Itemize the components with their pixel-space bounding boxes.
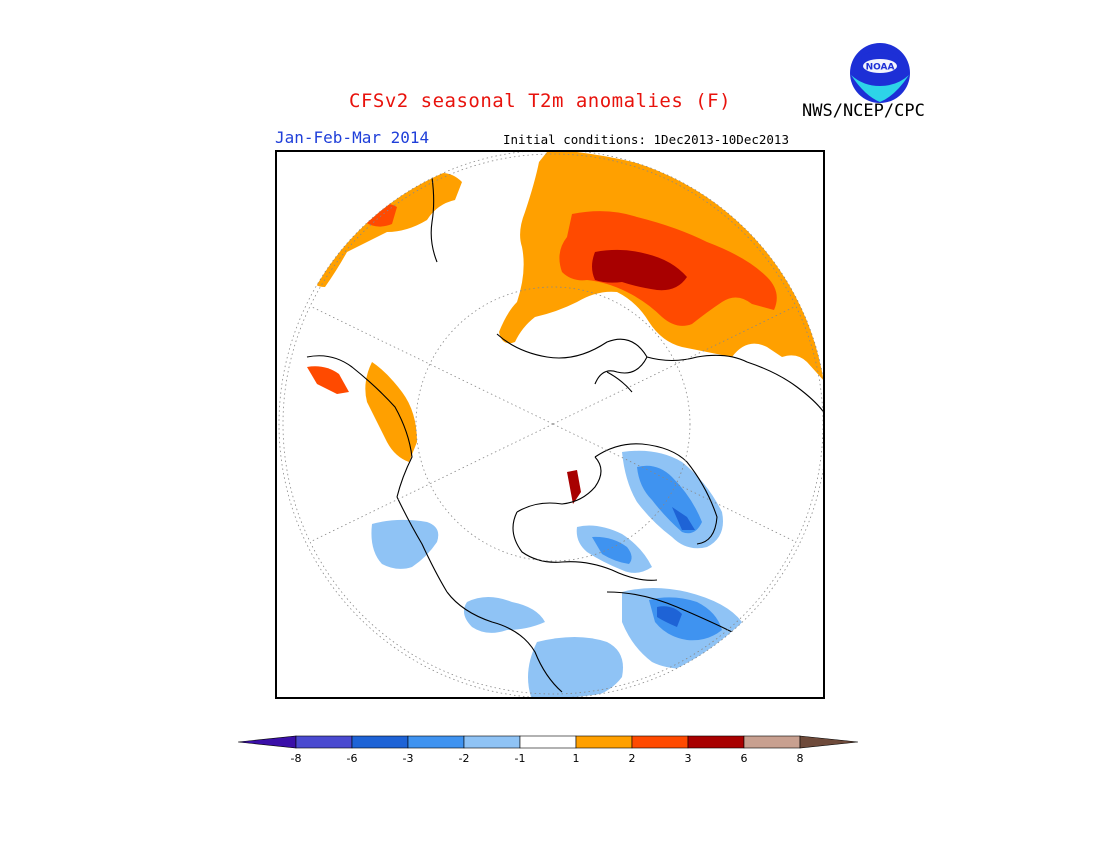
polar-map-panel xyxy=(275,150,825,699)
colorbar-tick-label: 6 xyxy=(740,752,748,765)
agency-label: NWS/NCEP/CPC xyxy=(802,101,925,121)
colorbar-bin-6 xyxy=(575,735,633,749)
colorbar-bin-7 xyxy=(631,735,689,749)
color-scale-bar xyxy=(238,735,859,749)
colorbar-bin-9 xyxy=(743,735,801,749)
svg-text:NOAA: NOAA xyxy=(866,63,895,73)
colorbar-tick-label: -3 xyxy=(402,752,414,765)
colorbar-bin-10 xyxy=(799,735,859,749)
coastlines xyxy=(306,152,823,693)
colorbar-tick-label: 2 xyxy=(628,752,636,765)
map-title: CFSv2 seasonal T2m anomalies (F) xyxy=(349,90,732,112)
colorbar-tick-label: 8 xyxy=(796,752,804,765)
colorbar-bin-8 xyxy=(687,735,745,749)
colorbar-bin-1 xyxy=(295,735,353,749)
noaa-logo-icon: NOAA xyxy=(850,43,910,103)
colorbar-bin-4 xyxy=(463,735,521,749)
anomaly-region-lightblue xyxy=(371,519,439,569)
anomaly-region-orange-3 xyxy=(365,362,417,462)
initial-conditions: Initial conditions: 1Dec2013-10Dec2013 xyxy=(503,132,789,147)
colorbar-tick-label: -8 xyxy=(290,752,302,765)
colorbar-tick-label: -2 xyxy=(458,752,470,765)
colorbar-bin-2 xyxy=(351,735,409,749)
anomaly-region-blue-3 xyxy=(592,536,632,564)
anomaly-region-lightblue-2 xyxy=(463,597,545,633)
anomaly-region-darkblue-2 xyxy=(657,606,682,627)
anomaly-region-lightblue-3 xyxy=(528,637,623,697)
colorbar-bin-0 xyxy=(238,735,297,749)
colorbar-tick-label: 1 xyxy=(572,752,580,765)
colorbar-tick-label: 3 xyxy=(684,752,692,765)
anomaly-region-darkred xyxy=(592,249,687,291)
anomaly-region-red-3 xyxy=(307,366,349,394)
colorbar-bin-5 xyxy=(519,735,577,749)
colorbar-tick-label: -6 xyxy=(346,752,358,765)
colorbar-tick-label: -1 xyxy=(514,752,526,765)
anomaly-region-red-2 xyxy=(365,203,397,227)
anomaly-map xyxy=(278,152,823,697)
anomaly-region-darkred-2 xyxy=(567,470,581,504)
colorbar-bin-3 xyxy=(407,735,465,749)
forecast-period: Jan-Feb-Mar 2014 xyxy=(275,128,430,147)
graticule xyxy=(282,153,823,695)
anomaly-region-darkblue xyxy=(672,507,695,530)
anomaly-region-orange-2 xyxy=(313,173,462,287)
